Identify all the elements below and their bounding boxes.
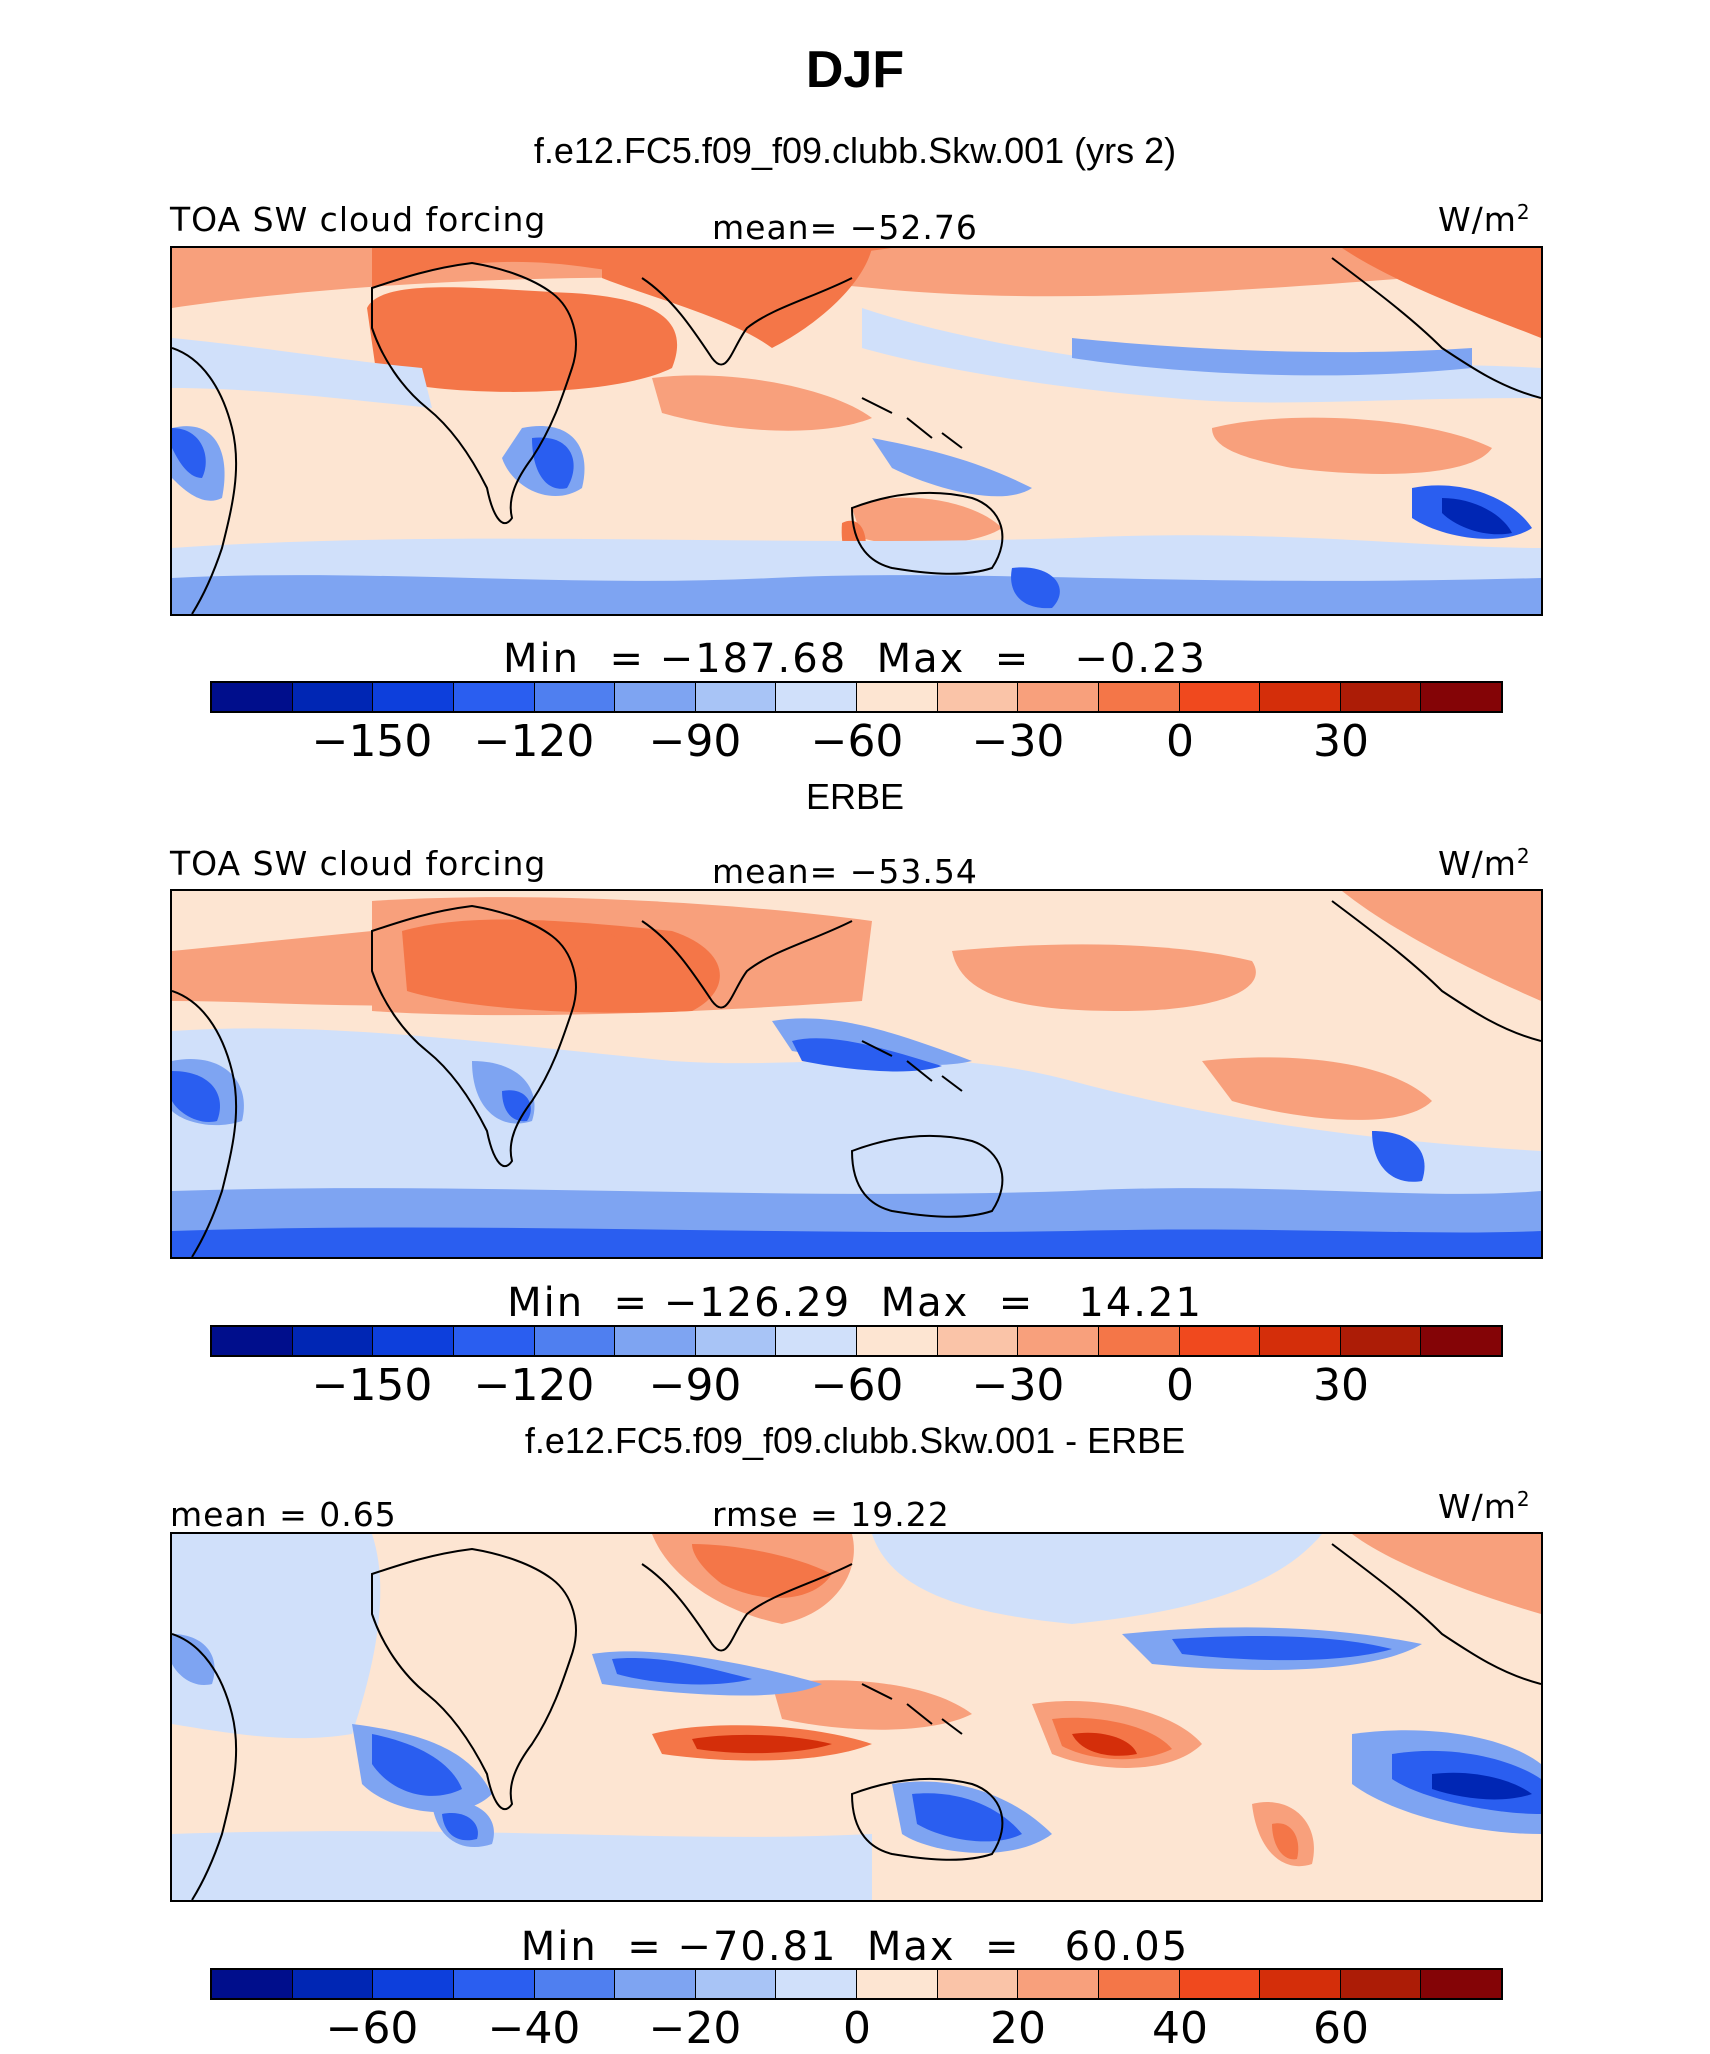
colorbar-swatch bbox=[1260, 1327, 1341, 1355]
panel-3-tick: −60 bbox=[325, 2003, 419, 2054]
panel-3-tick: −40 bbox=[487, 2003, 581, 2054]
panel-2-mean-label: mean= −53.54 bbox=[712, 852, 978, 891]
colorbar-swatch bbox=[1260, 1970, 1341, 1998]
panel-1-colorbar bbox=[210, 681, 1503, 713]
colorbar-swatch bbox=[453, 1327, 535, 1355]
colorbar-swatch bbox=[212, 1970, 293, 1998]
colorbar-swatch bbox=[1098, 1970, 1180, 1998]
colorbar-swatch bbox=[695, 1970, 777, 1998]
colorbar-swatch bbox=[1260, 683, 1341, 711]
colorbar-swatch bbox=[1421, 1970, 1501, 1998]
panel-2-tick: −120 bbox=[473, 1360, 595, 1411]
colorbar-swatch bbox=[453, 683, 535, 711]
colorbar-swatch bbox=[373, 1327, 454, 1355]
panel-1-tick: −60 bbox=[810, 716, 904, 767]
panel-3-tick: −20 bbox=[648, 2003, 742, 2054]
panel-2-title: ERBE bbox=[805, 776, 905, 817]
colorbar-swatch bbox=[1098, 683, 1180, 711]
panel-2-variable-label: TOA SW cloud forcing bbox=[170, 844, 547, 883]
colorbar-swatch bbox=[1098, 1327, 1180, 1355]
panel-2-map bbox=[170, 889, 1543, 1259]
panel-2-tick: −30 bbox=[971, 1360, 1065, 1411]
panel-3-units-label: W/m2 bbox=[1438, 1487, 1531, 1526]
panel-2-units-label: W/m2 bbox=[1438, 844, 1531, 883]
world-map-field-icon bbox=[172, 248, 1541, 614]
panel-3-tick: 0 bbox=[843, 2003, 871, 2054]
panel-3-mean-label: mean = 0.65 bbox=[170, 1495, 397, 1534]
panel-1-mean-label: mean= −52.76 bbox=[712, 208, 978, 247]
panel-3-map bbox=[170, 1532, 1543, 1902]
panel-1-tick: 0 bbox=[1166, 716, 1194, 767]
panel-3-rmse-label: rmse = 19.22 bbox=[712, 1495, 950, 1534]
panel-2-tick: 0 bbox=[1166, 1360, 1194, 1411]
panel-3-title: f.e12.FC5.f09_f09.clubb.Skw.001 - ERBE bbox=[524, 1420, 1186, 1461]
colorbar-swatch bbox=[1179, 683, 1261, 711]
colorbar-swatch bbox=[373, 1970, 454, 1998]
world-map-field-icon bbox=[172, 1534, 1541, 1900]
panel-1-map bbox=[170, 246, 1543, 616]
colorbar-swatch bbox=[292, 1327, 374, 1355]
colorbar-swatch bbox=[615, 683, 696, 711]
panel-2-tick: −90 bbox=[648, 1360, 742, 1411]
colorbar-swatch bbox=[212, 683, 293, 711]
panel-1-tick: −120 bbox=[473, 716, 595, 767]
colorbar-swatch bbox=[1340, 1970, 1422, 1998]
colorbar-swatch bbox=[1421, 683, 1501, 711]
panel-2-colorbar bbox=[210, 1325, 1503, 1357]
colorbar-swatch bbox=[292, 1970, 374, 1998]
colorbar-swatch bbox=[534, 1327, 616, 1355]
panel-3-tick: 40 bbox=[1152, 2003, 1208, 2054]
panel-3-tick: 60 bbox=[1313, 2003, 1369, 2054]
panel-2-tick: −150 bbox=[311, 1360, 433, 1411]
colorbar-swatch bbox=[857, 683, 938, 711]
colorbar-swatch bbox=[1018, 683, 1099, 711]
colorbar-swatch bbox=[776, 683, 857, 711]
panel-2-minmax: Min = −126.29 Max = 14.21 bbox=[507, 1280, 1203, 1326]
panel-2-tick: 30 bbox=[1313, 1360, 1369, 1411]
colorbar-swatch bbox=[373, 683, 454, 711]
colorbar-swatch bbox=[857, 1327, 938, 1355]
colorbar-swatch bbox=[937, 683, 1019, 711]
world-map-field-icon bbox=[172, 891, 1541, 1257]
colorbar-swatch bbox=[1421, 1327, 1501, 1355]
colorbar-swatch bbox=[615, 1327, 696, 1355]
colorbar-swatch bbox=[695, 683, 777, 711]
figure-title: DJF bbox=[805, 41, 905, 99]
panel-1-units-label: W/m2 bbox=[1438, 200, 1531, 239]
panel-1-minmax: Min = −187.68 Max = −0.23 bbox=[503, 636, 1207, 682]
panel-3-minmax: Min = −70.81 Max = 60.05 bbox=[520, 1924, 1190, 1970]
colorbar-swatch bbox=[937, 1970, 1019, 1998]
colorbar-swatch bbox=[615, 1970, 696, 1998]
colorbar-swatch bbox=[937, 1327, 1019, 1355]
panel-1-title: f.e12.FC5.f09_f09.clubb.Skw.001 (yrs 2) bbox=[533, 130, 1177, 171]
colorbar-swatch bbox=[695, 1327, 777, 1355]
colorbar-swatch bbox=[1340, 683, 1422, 711]
colorbar-swatch bbox=[1340, 1327, 1422, 1355]
colorbar-swatch bbox=[776, 1970, 857, 1998]
panel-3-colorbar bbox=[210, 1968, 1503, 2000]
colorbar-swatch bbox=[534, 683, 616, 711]
colorbar-swatch bbox=[1179, 1970, 1261, 1998]
colorbar-swatch bbox=[453, 1970, 535, 1998]
colorbar-swatch bbox=[857, 1970, 938, 1998]
panel-1-tick: −90 bbox=[648, 716, 742, 767]
colorbar-swatch bbox=[1018, 1970, 1099, 1998]
colorbar-swatch bbox=[292, 683, 374, 711]
panel-2-tick: −60 bbox=[810, 1360, 904, 1411]
panel-3-tick: 20 bbox=[990, 2003, 1046, 2054]
panel-1-variable-label: TOA SW cloud forcing bbox=[170, 200, 547, 239]
colorbar-swatch bbox=[1179, 1327, 1261, 1355]
panel-1-tick: −30 bbox=[971, 716, 1065, 767]
colorbar-swatch bbox=[534, 1970, 616, 1998]
panel-1-tick: −150 bbox=[311, 716, 433, 767]
panel-1-tick: 30 bbox=[1313, 716, 1369, 767]
colorbar-swatch bbox=[776, 1327, 857, 1355]
colorbar-swatch bbox=[1018, 1327, 1099, 1355]
colorbar-swatch bbox=[212, 1327, 293, 1355]
